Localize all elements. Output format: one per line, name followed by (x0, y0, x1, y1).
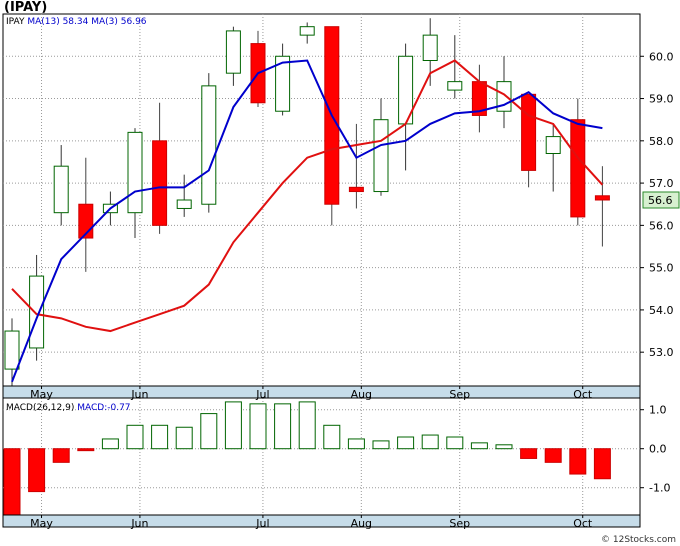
month-label-price: May (30, 388, 53, 401)
legend-ma3: MA(3) 56.96 (91, 17, 147, 27)
macd-panel (2, 397, 641, 516)
macd-bar-positive (101, 438, 119, 450)
candle-up (53, 165, 69, 214)
macd-bar-positive (175, 426, 193, 450)
month-label-macd: Jun (130, 517, 148, 530)
candle-up (201, 85, 217, 205)
candle-down (348, 186, 364, 193)
price-xaxis-band (2, 385, 641, 399)
macd-legend-value: MACD:-0.77 (77, 403, 130, 413)
candle-up (545, 136, 561, 155)
macd-bar-positive (151, 424, 169, 450)
macd-bar-positive (495, 444, 513, 450)
macd-bar-negative (28, 448, 46, 493)
macd-bar-positive (274, 403, 292, 450)
price-tick-label: 53.0 (649, 346, 674, 359)
macd-bar-positive (200, 413, 218, 450)
candle-up (275, 55, 291, 112)
macd-legend-label: MACD(26,12,9) (6, 403, 77, 413)
month-label-price: Sep (449, 388, 470, 401)
candle-up (447, 81, 463, 91)
month-label-macd: Sep (449, 517, 470, 530)
month-label-price: Aug (351, 388, 372, 401)
macd-bar-negative (520, 448, 538, 459)
macd-bar-negative (593, 448, 611, 480)
month-label-macd: Jul (255, 517, 269, 530)
month-label-price: Jul (255, 388, 269, 401)
macd-tick-label: 1.0 (649, 404, 667, 417)
price-tick-label: 55.0 (649, 262, 674, 275)
candle-up (373, 119, 389, 193)
price-panel (2, 13, 641, 387)
candle-down (570, 119, 586, 218)
macd-bar-negative (77, 448, 95, 452)
candle-down (594, 195, 610, 201)
candle-up (422, 34, 438, 61)
last-price-badge-label: 56.6 (648, 194, 673, 207)
legend-symbol: IPAY (6, 17, 27, 27)
price-tick-label: 60.0 (649, 50, 674, 63)
macd-legend: MACD(26,12,9) MACD:-0.77 (6, 403, 131, 413)
macd-bar-positive (372, 440, 390, 450)
month-label-price: Oct (573, 388, 593, 401)
month-label-macd: May (30, 517, 53, 530)
price-tick-label: 57.0 (649, 177, 674, 190)
candle-up (176, 199, 192, 209)
macd-bar-positive (470, 442, 488, 450)
macd-bar-positive (446, 436, 464, 450)
ma3-line (11, 59, 604, 333)
legend-ma13: MA(13) 58.34 (27, 17, 91, 27)
macd-bar-negative (52, 448, 70, 463)
macd-xaxis-band (2, 514, 641, 528)
macd-bar-positive (421, 434, 439, 450)
macd-bar-negative (544, 448, 562, 463)
chart-title: (IPAY) (4, 0, 48, 15)
ma13-line (11, 59, 603, 383)
macd-bar-positive (347, 438, 365, 450)
macd-bar-negative (3, 448, 21, 520)
macd-bar-positive (224, 401, 242, 450)
candle-down (521, 93, 537, 171)
candle-up (29, 275, 45, 349)
month-label-macd: Oct (573, 517, 593, 530)
macd-bar-positive (397, 436, 415, 450)
month-label-macd: Aug (351, 517, 372, 530)
watermark: © 12Stocks.com (601, 535, 676, 545)
macd-bar-positive (126, 424, 144, 450)
macd-tick-label: -1.0 (649, 482, 670, 495)
price-tick-label: 58.0 (649, 135, 674, 148)
price-tick-label: 54.0 (649, 304, 674, 317)
candle-up (4, 330, 20, 370)
candle-down (152, 140, 168, 226)
price-tick-label: 56.0 (649, 219, 674, 232)
candle-up (299, 26, 315, 36)
macd-tick-label: 0.0 (649, 443, 667, 456)
last-price-badge (642, 191, 680, 209)
macd-bar-positive (298, 401, 316, 450)
price-legend: IPAY MA(13) 58.34 MA(3) 56.96 (6, 17, 147, 27)
macd-bar-negative (569, 448, 587, 475)
macd-bar-positive (323, 424, 341, 450)
macd-bar-positive (249, 403, 267, 450)
candle-up (127, 131, 143, 214)
month-label-price: Jun (130, 388, 148, 401)
candle-up (225, 30, 241, 74)
price-tick-label: 59.0 (649, 93, 674, 106)
